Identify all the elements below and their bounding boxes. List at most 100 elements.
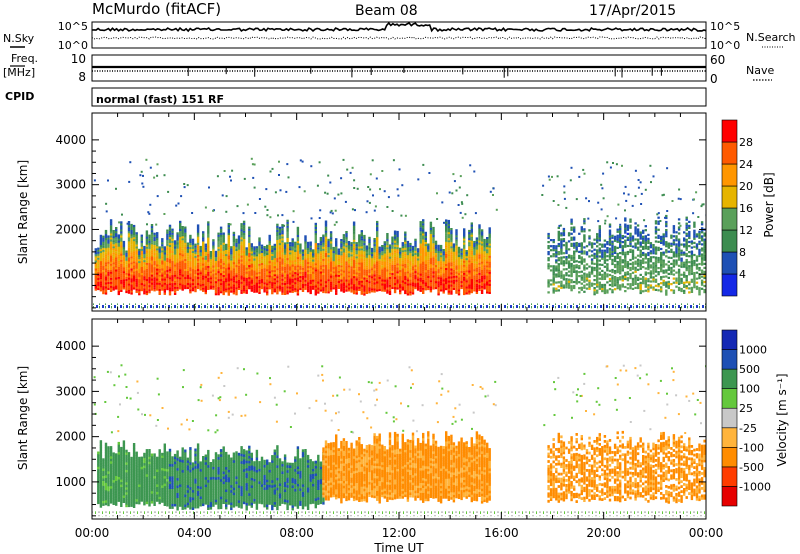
power-cell bbox=[340, 271, 343, 274]
power-cell bbox=[363, 273, 366, 276]
power-cell bbox=[475, 289, 479, 292]
power-cell bbox=[322, 246, 325, 249]
power-cell bbox=[240, 239, 243, 242]
power-cell bbox=[153, 244, 156, 247]
power-cell bbox=[463, 228, 466, 231]
power-cell bbox=[189, 242, 192, 246]
power-cell bbox=[332, 263, 335, 266]
power-cell bbox=[414, 275, 417, 278]
power-cell bbox=[347, 243, 351, 246]
power-cell bbox=[596, 283, 599, 286]
power-cell bbox=[222, 258, 225, 261]
power-cell bbox=[468, 236, 471, 239]
power-cell bbox=[399, 249, 402, 252]
power-cell bbox=[547, 263, 550, 266]
power-cell bbox=[107, 283, 110, 286]
power-cell bbox=[381, 283, 384, 286]
power-cell bbox=[168, 259, 172, 262]
power-cell bbox=[593, 252, 596, 255]
power-cell bbox=[347, 247, 351, 250]
power-cell bbox=[414, 270, 417, 274]
power-cell bbox=[115, 277, 118, 280]
power-cell bbox=[194, 261, 197, 264]
power-cell bbox=[352, 292, 356, 295]
power-cell bbox=[115, 265, 118, 268]
power-cell bbox=[99, 285, 103, 288]
power-cell bbox=[335, 262, 338, 265]
power-cell bbox=[437, 291, 440, 294]
power-cell bbox=[255, 280, 259, 283]
power-cell bbox=[547, 267, 550, 270]
power-cell bbox=[199, 256, 202, 259]
power-cell bbox=[219, 275, 223, 278]
power-cell bbox=[199, 288, 202, 291]
power-cell bbox=[145, 254, 149, 257]
power-cell bbox=[281, 224, 284, 227]
power-cell bbox=[396, 279, 399, 282]
power-cell bbox=[560, 252, 563, 255]
power-cell bbox=[368, 267, 371, 270]
power-cell bbox=[452, 273, 456, 276]
power-cell bbox=[171, 268, 174, 272]
power-cell bbox=[102, 271, 105, 275]
power-cell bbox=[253, 284, 256, 287]
power-cell bbox=[245, 283, 248, 286]
power-cell bbox=[163, 250, 166, 253]
power-cell bbox=[460, 256, 463, 259]
power-cell bbox=[399, 259, 402, 262]
power-cell bbox=[140, 268, 143, 271]
power-cell bbox=[312, 259, 315, 262]
power-cell bbox=[271, 253, 274, 256]
power-cell bbox=[399, 253, 402, 256]
power-cell bbox=[258, 285, 261, 288]
power-cell bbox=[283, 280, 287, 283]
power-cell bbox=[204, 261, 207, 264]
power-cell bbox=[383, 241, 386, 244]
power-cell bbox=[242, 267, 246, 270]
power-cell bbox=[593, 283, 596, 286]
power-cell bbox=[258, 271, 261, 274]
power-cell bbox=[322, 270, 325, 273]
power-cell bbox=[455, 273, 458, 276]
power-cell bbox=[230, 248, 233, 251]
power-cell bbox=[340, 261, 343, 264]
power-cell bbox=[562, 260, 566, 263]
power-cell bbox=[278, 279, 282, 282]
power-cell bbox=[184, 268, 187, 271]
power-cell bbox=[411, 250, 415, 253]
power-cell bbox=[176, 260, 179, 263]
power-cell bbox=[171, 252, 174, 255]
power-cell bbox=[260, 280, 264, 284]
power-cell bbox=[404, 291, 407, 295]
power-cell bbox=[283, 262, 287, 265]
power-cell bbox=[437, 269, 440, 272]
power-cell bbox=[350, 260, 353, 263]
power-cell bbox=[340, 241, 343, 244]
power-cell bbox=[373, 258, 376, 261]
power-cell bbox=[135, 234, 138, 237]
power-cell bbox=[217, 264, 220, 268]
power-cell bbox=[222, 260, 225, 263]
power-cell bbox=[115, 235, 118, 238]
power-cell bbox=[248, 262, 251, 266]
power-cell bbox=[399, 273, 402, 277]
power-cell bbox=[173, 290, 177, 293]
power-cell bbox=[314, 242, 317, 246]
power-cell bbox=[488, 227, 491, 230]
power-cell bbox=[176, 248, 179, 251]
power-cell bbox=[567, 240, 571, 243]
power-cell bbox=[176, 258, 179, 261]
power-cell bbox=[248, 226, 251, 229]
power-cell bbox=[583, 252, 586, 255]
power-cell bbox=[373, 250, 376, 253]
power-cell bbox=[273, 260, 276, 263]
power-cell bbox=[140, 242, 143, 245]
power-cell bbox=[166, 255, 169, 258]
power-cell bbox=[286, 290, 289, 293]
power-cell bbox=[135, 264, 138, 267]
power-cell bbox=[214, 252, 218, 255]
power-cell bbox=[286, 245, 289, 249]
power-cell bbox=[176, 266, 179, 269]
power-cell bbox=[138, 256, 141, 260]
power-cell bbox=[109, 285, 113, 288]
